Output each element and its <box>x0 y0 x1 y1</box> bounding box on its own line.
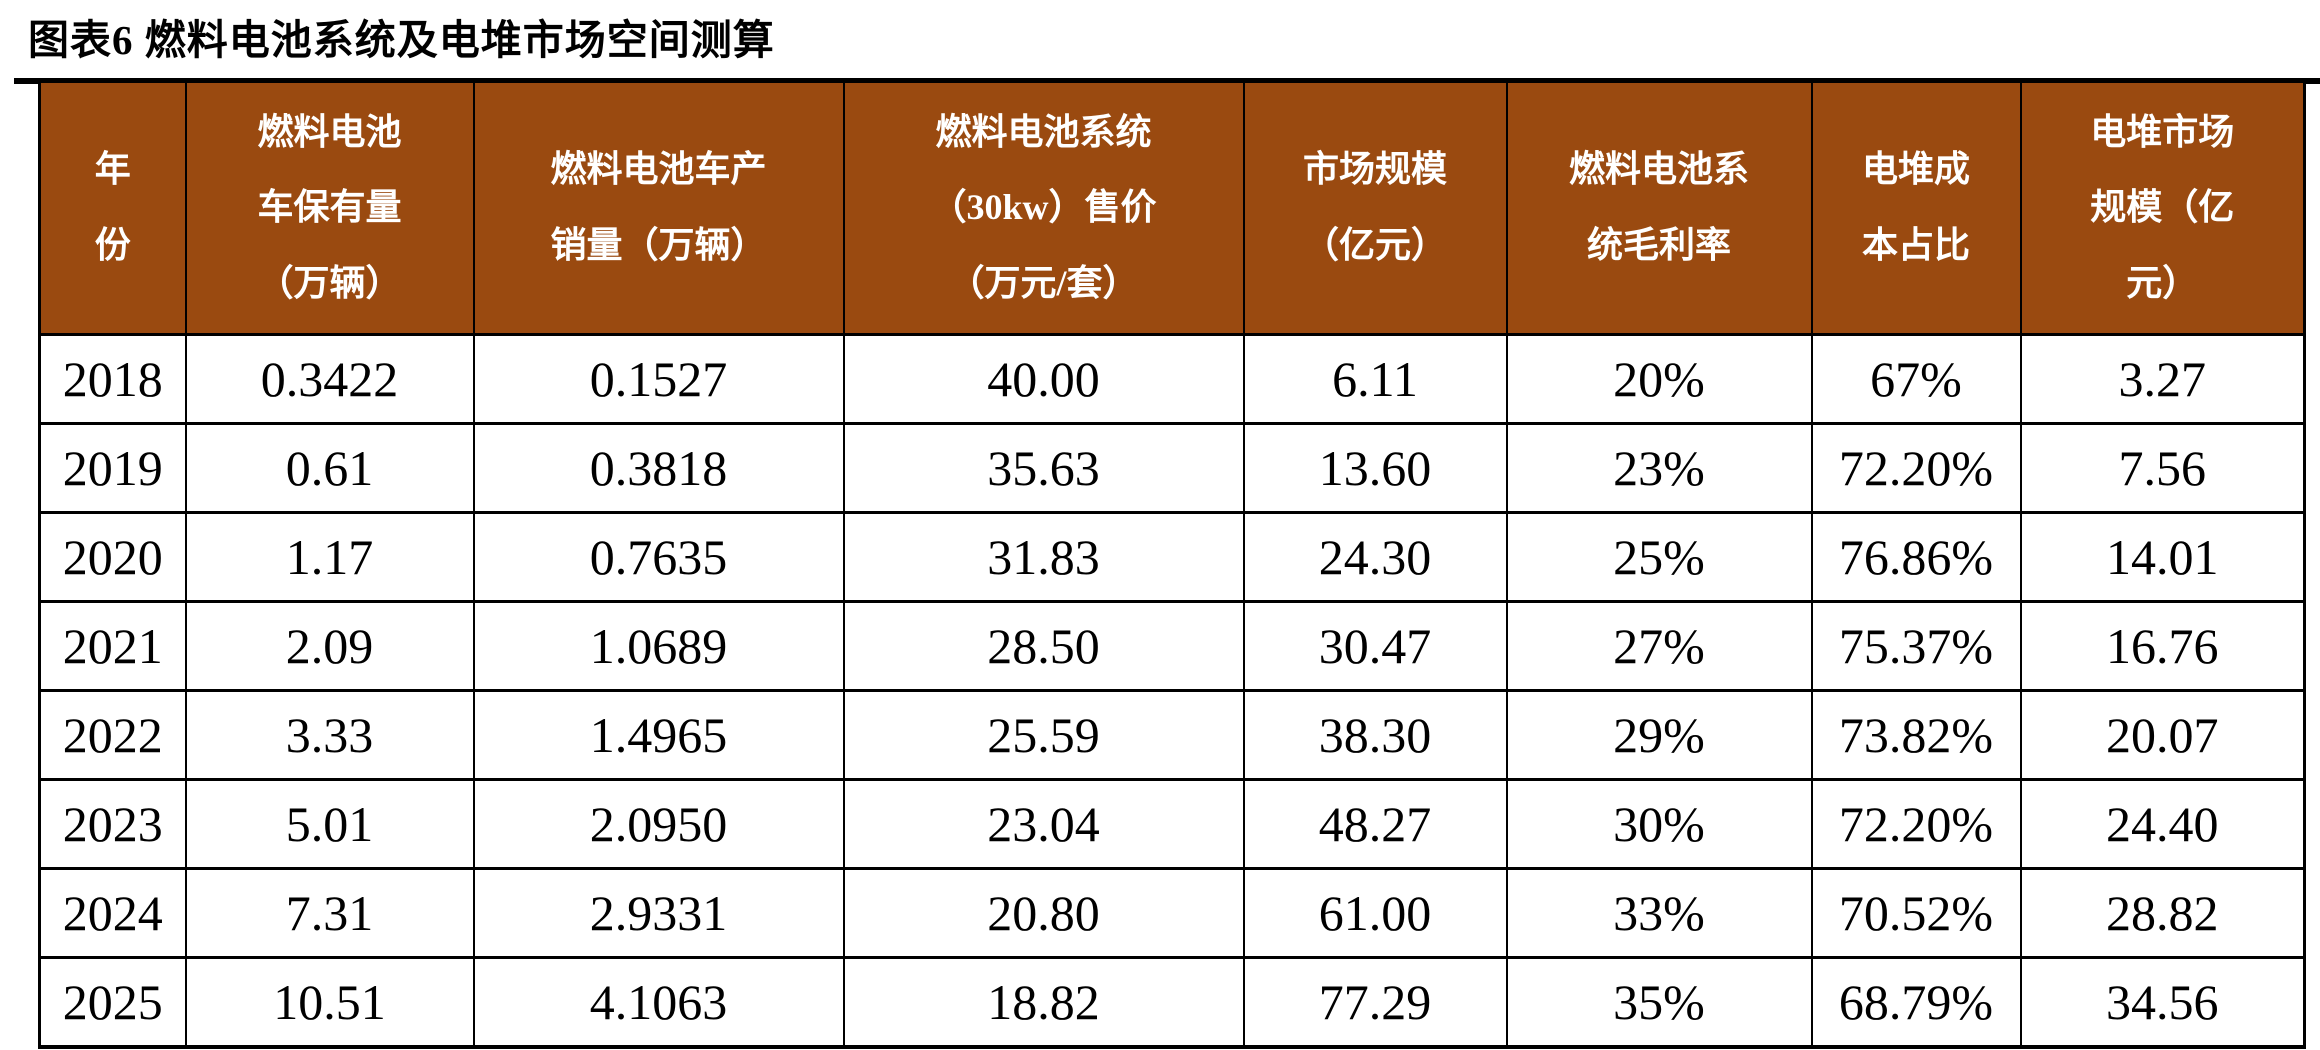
value-cell: 0.61 <box>184 422 475 514</box>
table-row: 2021 2.09 1.0689 28.50 30.47 27% 75.37% … <box>38 600 2306 692</box>
market-estimation-table: 年 份 燃料电池 车保有量 （万辆） 燃料电池车产 销量（万辆） 燃料电池系统 … <box>38 80 2306 1049</box>
value-cell: 28.82 <box>2019 867 2306 959</box>
table-row: 2023 5.01 2.0950 23.04 48.27 30% 72.20% … <box>38 778 2306 870</box>
table-row: 2019 0.61 0.3818 35.63 13.60 23% 72.20% … <box>38 422 2306 514</box>
value-cell: 23% <box>1505 422 1813 514</box>
value-cell: 68.79% <box>1810 956 2022 1048</box>
col-header-stack-cost-share: 电堆成 本占比 <box>1810 80 2022 336</box>
year-cell: 2018 <box>38 333 187 425</box>
value-cell: 2.09 <box>184 600 475 692</box>
value-cell: 61.00 <box>1242 867 1508 959</box>
value-cell: 33% <box>1505 867 1813 959</box>
value-cell: 48.27 <box>1242 778 1508 870</box>
col-header-fcv-ownership: 燃料电池 车保有量 （万辆） <box>184 80 475 336</box>
table-row: 2024 7.31 2.9331 20.80 61.00 33% 70.52% … <box>38 867 2306 959</box>
table-row: 2018 0.3422 0.1527 40.00 6.11 20% 67% 3.… <box>38 333 2306 425</box>
col-header-year: 年 份 <box>38 80 187 336</box>
value-cell: 3.27 <box>2019 333 2306 425</box>
value-cell: 0.3818 <box>472 422 845 514</box>
value-cell: 16.76 <box>2019 600 2306 692</box>
year-cell: 2025 <box>38 956 187 1048</box>
value-cell: 40.00 <box>842 333 1245 425</box>
value-cell: 1.4965 <box>472 689 845 781</box>
value-cell: 20.80 <box>842 867 1245 959</box>
year-cell: 2023 <box>38 778 187 870</box>
value-cell: 34.56 <box>2019 956 2306 1048</box>
value-cell: 67% <box>1810 333 2022 425</box>
table-row: 2025 10.51 4.1063 18.82 77.29 35% 68.79%… <box>38 956 2306 1048</box>
value-cell: 35.63 <box>842 422 1245 514</box>
value-cell: 7.31 <box>184 867 475 959</box>
page-title: 图表6 燃料电池系统及电堆市场空间测算 <box>28 17 775 63</box>
value-cell: 0.7635 <box>472 511 845 603</box>
value-cell: 5.01 <box>184 778 475 870</box>
value-cell: 1.0689 <box>472 600 845 692</box>
value-cell: 72.20% <box>1810 778 2022 870</box>
value-cell: 23.04 <box>842 778 1245 870</box>
value-cell: 30% <box>1505 778 1813 870</box>
table-row: 2020 1.17 0.7635 31.83 24.30 25% 76.86% … <box>38 511 2306 603</box>
value-cell: 7.56 <box>2019 422 2306 514</box>
value-cell: 75.37% <box>1810 600 2022 692</box>
year-cell: 2024 <box>38 867 187 959</box>
year-cell: 2022 <box>38 689 187 781</box>
col-header-system-gross-margin: 燃料电池系 统毛利率 <box>1505 80 1813 336</box>
year-cell: 2021 <box>38 600 187 692</box>
value-cell: 35% <box>1505 956 1813 1048</box>
col-header-market-size: 市场规模 （亿元） <box>1242 80 1508 336</box>
value-cell: 77.29 <box>1242 956 1508 1048</box>
value-cell: 2.9331 <box>472 867 845 959</box>
value-cell: 6.11 <box>1242 333 1508 425</box>
value-cell: 24.40 <box>2019 778 2306 870</box>
value-cell: 3.33 <box>184 689 475 781</box>
value-cell: 72.20% <box>1810 422 2022 514</box>
col-header-stack-market-size: 电堆市场 规模（亿 元） <box>2019 80 2306 336</box>
value-cell: 30.47 <box>1242 600 1508 692</box>
value-cell: 24.30 <box>1242 511 1508 603</box>
value-cell: 14.01 <box>2019 511 2306 603</box>
value-cell: 25% <box>1505 511 1813 603</box>
value-cell: 20% <box>1505 333 1813 425</box>
value-cell: 1.17 <box>184 511 475 603</box>
year-cell: 2019 <box>38 422 187 514</box>
value-cell: 0.1527 <box>472 333 845 425</box>
value-cell: 29% <box>1505 689 1813 781</box>
value-cell: 10.51 <box>184 956 475 1048</box>
value-cell: 76.86% <box>1810 511 2022 603</box>
value-cell: 20.07 <box>2019 689 2306 781</box>
value-cell: 31.83 <box>842 511 1245 603</box>
header-row: 年 份 燃料电池 车保有量 （万辆） 燃料电池车产 销量（万辆） 燃料电池系统 … <box>38 80 2306 336</box>
value-cell: 73.82% <box>1810 689 2022 781</box>
value-cell: 13.60 <box>1242 422 1508 514</box>
col-header-system-price: 燃料电池系统 （30kw）售价 （万元/套） <box>842 80 1245 336</box>
value-cell: 70.52% <box>1810 867 2022 959</box>
value-cell: 18.82 <box>842 956 1245 1048</box>
table-row: 2022 3.33 1.4965 25.59 38.30 29% 73.82% … <box>38 689 2306 781</box>
value-cell: 2.0950 <box>472 778 845 870</box>
value-cell: 4.1063 <box>472 956 845 1048</box>
year-cell: 2020 <box>38 511 187 603</box>
value-cell: 28.50 <box>842 600 1245 692</box>
value-cell: 38.30 <box>1242 689 1508 781</box>
value-cell: 0.3422 <box>184 333 475 425</box>
value-cell: 25.59 <box>842 689 1245 781</box>
col-header-fcv-production-sales: 燃料电池车产 销量（万辆） <box>472 80 845 336</box>
value-cell: 27% <box>1505 600 1813 692</box>
